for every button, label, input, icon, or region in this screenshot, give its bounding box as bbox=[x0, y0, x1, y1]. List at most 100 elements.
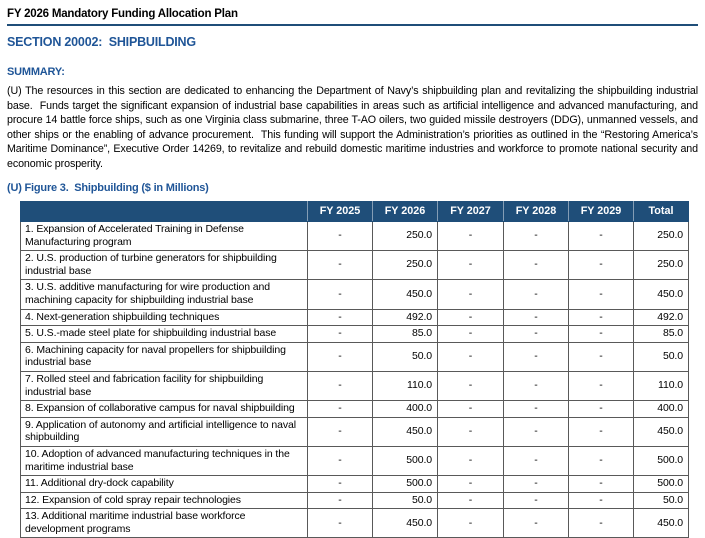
value-cell: - bbox=[437, 491, 504, 510]
value-cell: 400.0 bbox=[633, 400, 689, 418]
value-cell: 500.0 bbox=[633, 445, 689, 477]
value-cell: - bbox=[568, 341, 634, 372]
table-row: 6. Machining capacity for naval propelle… bbox=[20, 341, 689, 372]
value-cell: - bbox=[307, 400, 373, 418]
value-cell: - bbox=[307, 475, 373, 493]
row-label-cell: 8. Expansion of collaborative campus for… bbox=[20, 400, 308, 418]
value-cell: - bbox=[503, 220, 569, 252]
table-row: 12. Expansion of cold spray repair techn… bbox=[20, 491, 689, 510]
table-header-row: FY 2025 FY 2026 FY 2027 FY 2028 FY 2029 Total bbox=[20, 201, 689, 222]
document-title: FY 2026 Mandatory Funding Allocation Pla… bbox=[7, 8, 238, 20]
row-label-cell: 7. Rolled steel and fabrication facility… bbox=[20, 370, 308, 402]
table-row: 11. Additional dry-dock capability -500.0… bbox=[20, 475, 689, 493]
row-label-cell: 5. U.S.-made steel plate for shipbuildin… bbox=[20, 325, 308, 343]
value-cell: 250.0 bbox=[372, 250, 438, 281]
value-cell: - bbox=[503, 279, 569, 310]
value-cell: - bbox=[568, 308, 634, 327]
value-cell: - bbox=[437, 475, 504, 493]
value-cell: - bbox=[437, 341, 504, 372]
value-cell: 450.0 bbox=[372, 508, 438, 538]
value-cell: 50.0 bbox=[372, 341, 438, 372]
value-cell: - bbox=[568, 325, 634, 343]
section-heading: SECTION 20002: SHIPBUILDING bbox=[7, 35, 196, 49]
value-cell: - bbox=[568, 475, 634, 493]
table-header-cell: FY 2025 bbox=[307, 201, 373, 222]
value-cell: - bbox=[307, 445, 373, 477]
table-row: 13. Additional maritime industrial base … bbox=[20, 508, 689, 538]
value-cell: - bbox=[307, 220, 373, 252]
value-cell: 500.0 bbox=[633, 475, 689, 493]
value-cell: 400.0 bbox=[372, 400, 438, 418]
value-cell: 110.0 bbox=[633, 370, 689, 402]
value-cell: - bbox=[437, 308, 504, 327]
value-cell: - bbox=[503, 508, 569, 538]
row-label-cell: 3. U.S. additive manufacturing for wire … bbox=[20, 279, 308, 310]
value-cell: - bbox=[503, 475, 569, 493]
row-label-cell: 4. Next-generation shipbuilding techniqu… bbox=[20, 308, 308, 327]
table-row: 5. U.S.-made steel plate for shipbuildin… bbox=[20, 325, 689, 343]
value-cell: - bbox=[437, 508, 504, 538]
value-cell: - bbox=[503, 341, 569, 372]
table-header-cell: FY 2026 bbox=[372, 201, 438, 222]
value-cell: 50.0 bbox=[372, 491, 438, 510]
value-cell: - bbox=[437, 279, 504, 310]
value-cell: - bbox=[307, 279, 373, 310]
value-cell: 492.0 bbox=[372, 308, 438, 327]
row-label-cell: 11. Additional dry-dock capability bbox=[20, 475, 308, 493]
value-cell: - bbox=[437, 400, 504, 418]
shipbuilding-funding-table: FY 2025 FY 2026 FY 2027 FY 2028 FY 2029 Total… bbox=[20, 201, 689, 538]
value-cell: - bbox=[503, 491, 569, 510]
table-row: 8. Expansion of collaborative campus for… bbox=[20, 400, 689, 418]
value-cell: 250.0 bbox=[633, 220, 689, 252]
summary-heading: SUMMARY: bbox=[7, 66, 65, 78]
figure-caption: (U) Figure 3. Shipbuilding ($ in Million… bbox=[7, 182, 209, 194]
summary-paragraph: (U) The resources in this section are de… bbox=[7, 85, 701, 170]
value-cell: 450.0 bbox=[372, 416, 438, 447]
row-label-cell: 13. Additional maritime industrial base … bbox=[20, 508, 308, 538]
title-divider bbox=[7, 24, 698, 26]
value-cell: - bbox=[437, 416, 504, 447]
value-cell: 85.0 bbox=[372, 325, 438, 343]
value-cell: 500.0 bbox=[372, 475, 438, 493]
table-header-cell: FY 2027 bbox=[437, 201, 504, 222]
value-cell: - bbox=[568, 279, 634, 310]
value-cell: - bbox=[503, 325, 569, 343]
value-cell: - bbox=[307, 341, 373, 372]
value-cell: 50.0 bbox=[633, 491, 689, 510]
row-label-cell: 10. Adoption of advanced manufacturing t… bbox=[20, 445, 308, 477]
value-cell: - bbox=[568, 220, 634, 252]
table-row: 9. Application of autonomy and artificia… bbox=[20, 416, 689, 447]
value-cell: 50.0 bbox=[633, 341, 689, 372]
value-cell: - bbox=[307, 250, 373, 281]
value-cell: - bbox=[503, 308, 569, 327]
table-body: 1. Expansion of Accelerated Training in … bbox=[20, 220, 689, 538]
value-cell: - bbox=[568, 508, 634, 538]
value-cell: - bbox=[437, 250, 504, 281]
value-cell: 450.0 bbox=[633, 279, 689, 310]
value-cell: - bbox=[503, 400, 569, 418]
row-label-cell: 12. Expansion of cold spray repair techn… bbox=[20, 491, 308, 510]
value-cell: 110.0 bbox=[372, 370, 438, 402]
value-cell: - bbox=[307, 308, 373, 327]
table-row: 7. Rolled steel and fabrication facility… bbox=[20, 370, 689, 402]
value-cell: 500.0 bbox=[372, 445, 438, 477]
value-cell: - bbox=[307, 491, 373, 510]
table-row: 10. Adoption of advanced manufacturing t… bbox=[20, 445, 689, 477]
value-cell: - bbox=[437, 220, 504, 252]
value-cell: 250.0 bbox=[633, 250, 689, 281]
value-cell: - bbox=[307, 508, 373, 538]
value-cell: - bbox=[307, 370, 373, 402]
value-cell: 85.0 bbox=[633, 325, 689, 343]
value-cell: - bbox=[307, 325, 373, 343]
table-header-cell bbox=[20, 201, 308, 222]
table-row: 3. U.S. additive manufacturing for wire … bbox=[20, 279, 689, 310]
value-cell: - bbox=[503, 370, 569, 402]
table-row: 4. Next-generation shipbuilding techniqu… bbox=[20, 308, 689, 327]
value-cell: 450.0 bbox=[633, 508, 689, 538]
value-cell: - bbox=[503, 416, 569, 447]
value-cell: - bbox=[437, 325, 504, 343]
value-cell: - bbox=[307, 416, 373, 447]
value-cell: - bbox=[568, 400, 634, 418]
table-header-cell: FY 2029 bbox=[568, 201, 634, 222]
